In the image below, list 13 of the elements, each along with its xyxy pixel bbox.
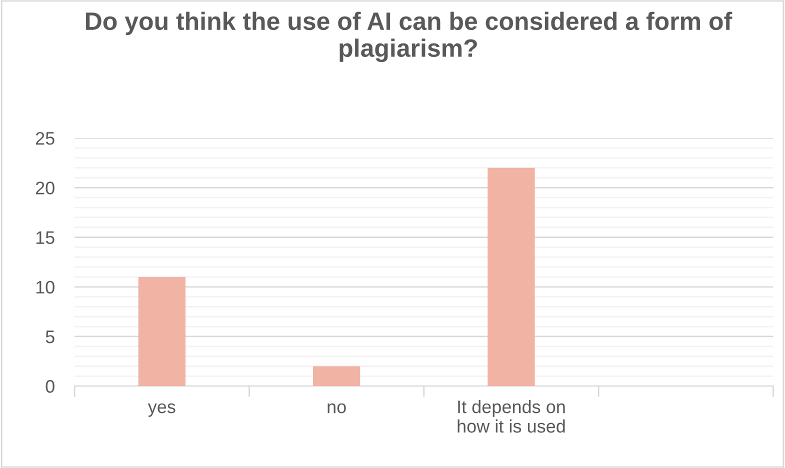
bar — [138, 276, 186, 386]
y-tick-label: 10 — [36, 280, 54, 294]
y-tick-label: 15 — [36, 231, 54, 244]
y-tick-label: 0 — [46, 380, 54, 393]
chart-title: Do you think the use of AI can be considered a form of plagiarism? — [86, 12, 732, 62]
bar — [488, 168, 535, 386]
y-tick-label: 20 — [36, 182, 54, 194]
y-tick-label: 5 — [46, 330, 54, 344]
x-tick-label: no — [328, 403, 346, 414]
y-tick-label: 25 — [36, 132, 54, 145]
x-tick-label: It depends on how it is used — [458, 400, 565, 433]
bar — [312, 366, 360, 386]
x-tick-label: yes — [148, 403, 176, 417]
